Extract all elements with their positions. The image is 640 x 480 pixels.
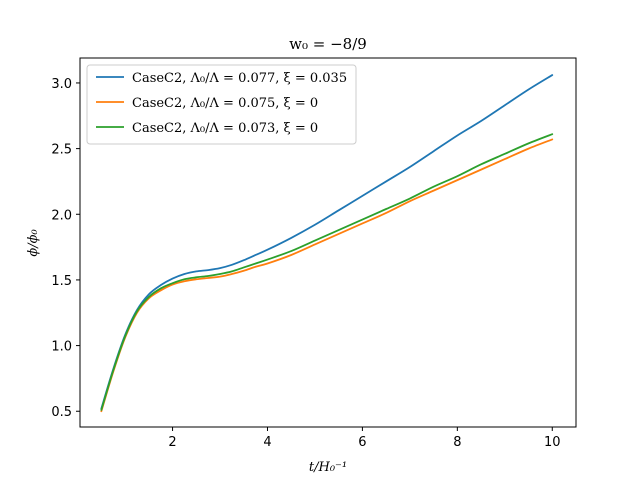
series-line-2 xyxy=(100,138,554,413)
x-axis-ticks: 2 4 6 8 10 xyxy=(168,427,561,450)
legend-box xyxy=(86,64,357,145)
series-lines xyxy=(100,74,554,413)
legend: CaseC2, Λ₀/Λ = 0.077, ξ = 0.035 CaseC2, Λ… xyxy=(86,64,357,145)
y-axis-ticks: 0.5 1.0 1.5 2.0 2.5 3.0 xyxy=(51,77,80,420)
y-tick-label: 2.0 xyxy=(51,208,72,223)
legend-label-1: CaseC2, Λ₀/Λ = 0.077, ξ = 0.035 xyxy=(132,71,347,86)
x-tick-label: 8 xyxy=(453,435,461,450)
x-tick-label: 4 xyxy=(263,435,271,450)
x-tick-label: 2 xyxy=(168,435,176,450)
y-axis-label: ϕ/ϕ₀ xyxy=(26,229,41,257)
x-tick-label: 10 xyxy=(544,435,561,450)
series-line-3 xyxy=(100,133,554,411)
y-tick-label: 2.5 xyxy=(51,143,72,158)
x-axis-label: t/H₀⁻¹ xyxy=(309,460,347,475)
series-line-1 xyxy=(100,74,554,410)
legend-label-3: CaseC2, Λ₀/Λ = 0.073, ξ = 0 xyxy=(132,121,318,136)
y-tick-label: 1.0 xyxy=(51,340,72,355)
x-tick-label: 6 xyxy=(358,435,366,450)
chart-title: w₀ = −8/9 xyxy=(289,35,367,53)
plot-area-frame xyxy=(79,57,577,428)
y-tick-label: 0.5 xyxy=(51,405,72,420)
legend-label-2: CaseC2, Λ₀/Λ = 0.075, ξ = 0 xyxy=(132,96,318,111)
y-tick-label: 3.0 xyxy=(51,77,72,92)
y-tick-label: 1.5 xyxy=(51,274,72,289)
